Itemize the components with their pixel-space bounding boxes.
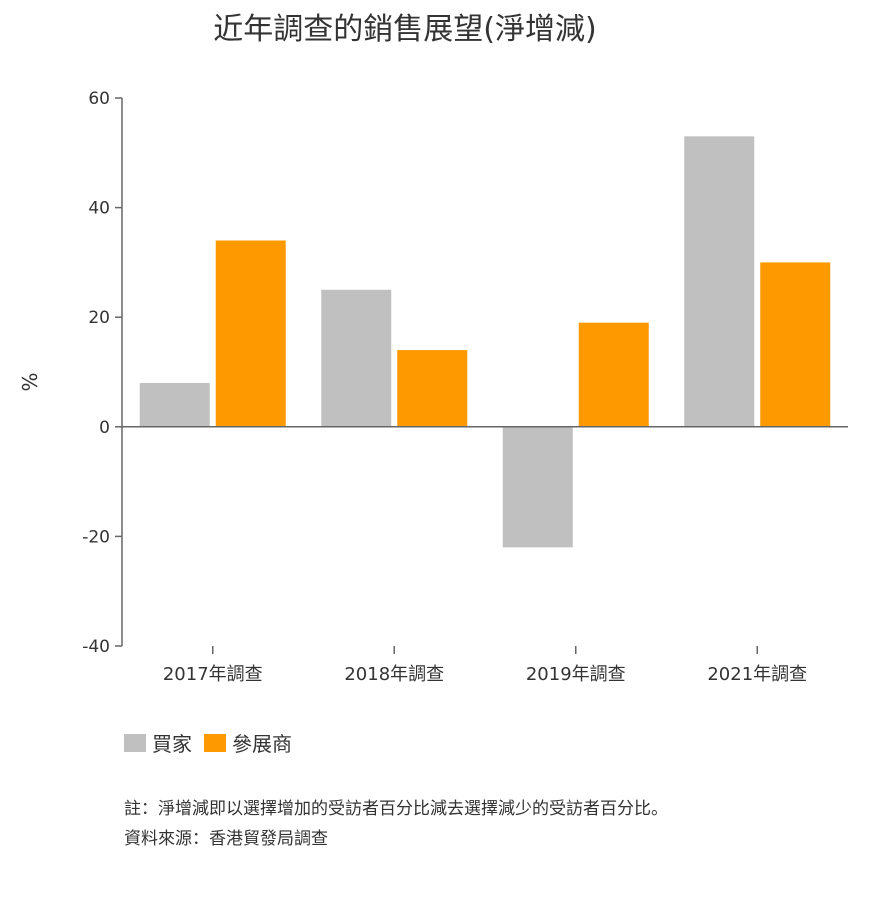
bars-group — [139, 136, 831, 548]
chart-title: 近年調查的銷售展望(淨增減) — [213, 12, 597, 47]
bar-chart: 60 40 20 0 -20 -40 2017年調查 2018年調查 2019年調查 2021年… — [17, 89, 848, 685]
legend: 買家 參展商 — [124, 728, 304, 757]
x-tick-label: 2017年調查 — [163, 664, 263, 685]
legend-label-exhibitors: 參展商 — [232, 732, 292, 756]
legend-swatch-buyers — [124, 733, 146, 752]
y-tick-label: -40 — [82, 637, 110, 657]
notes: 註：淨增減即以選擇增加的受訪者百分比減去選擇減少的受訪者百分比。 資料來源：香港… — [124, 794, 784, 854]
bar-buyers — [139, 382, 210, 427]
legend-item-buyers: 買家 — [124, 728, 192, 757]
source-text: 資料來源：香港貿發局調查 — [124, 829, 328, 849]
bar-buyers — [684, 136, 755, 427]
note-text: 註：淨增減即以選擇增加的受訪者百分比減去選擇減少的受訪者百分比。 — [124, 799, 668, 819]
y-tick-label: 60 — [88, 89, 110, 109]
y-tick-label: -20 — [82, 527, 110, 547]
x-tick-label: 2021年調查 — [707, 664, 807, 685]
y-tick-label: 40 — [88, 199, 110, 219]
bar-exhibitors — [215, 240, 286, 427]
legend-label-buyers: 買家 — [152, 732, 192, 756]
x-tick-label: 2019年調查 — [526, 664, 626, 685]
x-ticks-group: 2017年調查 2018年調查 2019年調查 2021年調查 — [163, 646, 807, 685]
legend-swatch-exhibitors — [204, 733, 226, 752]
bar-exhibitors — [578, 322, 649, 427]
y-tick-label: 0 — [99, 418, 110, 438]
x-tick-label: 2018年調查 — [344, 664, 444, 685]
bar-buyers — [321, 289, 392, 427]
bar-buyers — [502, 426, 573, 548]
legend-item-exhibitors: 參展商 — [204, 728, 292, 757]
y-ticks-group: 60 40 20 0 -20 -40 — [82, 89, 122, 657]
y-axis-label: % — [17, 372, 41, 391]
bar-exhibitors — [760, 262, 831, 427]
y-tick-label: 20 — [88, 308, 110, 328]
bar-exhibitors — [397, 350, 468, 427]
